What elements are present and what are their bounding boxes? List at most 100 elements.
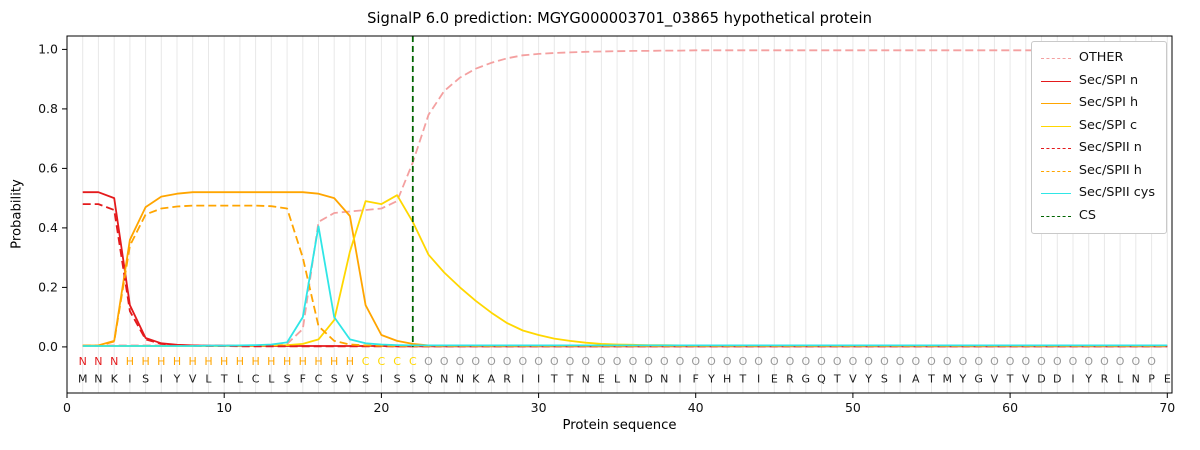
svg-text:0.8: 0.8 (38, 101, 58, 116)
svg-text:Y: Y (864, 373, 872, 386)
svg-text:O: O (786, 355, 795, 368)
svg-text:I: I (128, 373, 131, 386)
legend-label: OTHER (1078, 50, 1124, 66)
svg-text:O: O (880, 355, 889, 368)
svg-text:10: 10 (216, 400, 232, 415)
svg-text:R: R (786, 373, 794, 386)
svg-text:O: O (629, 355, 638, 368)
svg-text:50: 50 (845, 400, 861, 415)
svg-text:H: H (236, 355, 244, 368)
svg-text:N: N (94, 355, 102, 368)
svg-text:D: D (1037, 373, 1045, 386)
svg-text:F: F (300, 373, 306, 386)
svg-text:N: N (629, 373, 637, 386)
svg-text:N: N (94, 373, 102, 386)
legend-entry-other: OTHER (1040, 49, 1155, 69)
svg-text:O: O (739, 355, 748, 368)
legend-label: Sec/SPI n (1078, 72, 1139, 88)
svg-text:V: V (189, 373, 197, 386)
svg-text:V: V (991, 373, 999, 386)
svg-text:C: C (378, 355, 386, 368)
svg-text:H: H (220, 355, 228, 368)
svg-text:M: M (78, 373, 88, 386)
svg-text:0.6: 0.6 (38, 161, 58, 176)
svg-text:H: H (283, 355, 291, 368)
legend-entry-cs: CS (1040, 207, 1155, 227)
svg-text:0: 0 (63, 400, 71, 415)
svg-text:N: N (79, 355, 87, 368)
svg-text:O: O (1021, 355, 1030, 368)
svg-text:T: T (1006, 373, 1014, 386)
svg-text:60: 60 (1002, 400, 1018, 415)
svg-text:L: L (614, 373, 621, 386)
svg-text:0.0: 0.0 (38, 339, 58, 354)
svg-text:I: I (521, 373, 524, 386)
svg-text:V: V (849, 373, 857, 386)
svg-text:N: N (1132, 373, 1140, 386)
svg-text:S: S (409, 373, 416, 386)
legend-entry-sec-spi-c: Sec/SPI c (1040, 117, 1155, 137)
svg-text:S: S (394, 373, 401, 386)
legend-line-sec-spi-c (1040, 125, 1071, 127)
svg-text:O: O (911, 355, 920, 368)
svg-text:A: A (912, 373, 920, 386)
svg-text:T: T (220, 373, 228, 386)
svg-text:L: L (268, 373, 275, 386)
svg-text:O: O (833, 355, 842, 368)
svg-text:O: O (849, 355, 858, 368)
svg-text:O: O (503, 355, 512, 368)
svg-text:O: O (644, 355, 653, 368)
chart-title: SignalP 6.0 prediction: MGYG000003701_03… (367, 10, 872, 27)
svg-text:O: O (943, 355, 952, 368)
svg-text:H: H (189, 355, 197, 368)
legend-line-sec-spii-cys (1040, 193, 1071, 195)
svg-text:N: N (582, 373, 590, 386)
svg-text:O: O (660, 355, 669, 368)
svg-text:O: O (1037, 355, 1046, 368)
svg-text:K: K (111, 373, 119, 386)
svg-text:O: O (1069, 355, 1078, 368)
svg-text:S: S (362, 373, 369, 386)
legend-box: OTHER Sec/SPI n Sec/SPI h Sec/SPI c Sec/… (1030, 41, 1167, 234)
legend-entry-sec-spii-n: Sec/SPII n (1040, 139, 1155, 159)
svg-text:O: O (959, 355, 968, 368)
svg-text:H: H (314, 355, 322, 368)
svg-text:D: D (1053, 373, 1061, 386)
svg-text:A: A (488, 373, 496, 386)
svg-text:O: O (1116, 355, 1125, 368)
svg-text:O: O (1131, 355, 1140, 368)
svg-text:O: O (974, 355, 983, 368)
legend-label: CS (1078, 207, 1096, 223)
svg-text:O: O (487, 355, 496, 368)
svg-text:D: D (644, 373, 652, 386)
svg-text:1.0: 1.0 (38, 42, 58, 57)
svg-text:O: O (1100, 355, 1109, 368)
svg-text:S: S (331, 373, 338, 386)
svg-text:I: I (160, 373, 163, 386)
svg-text:O: O (754, 355, 763, 368)
svg-text:I: I (678, 373, 681, 386)
svg-text:0.2: 0.2 (38, 280, 58, 295)
svg-text:T: T (833, 373, 841, 386)
svg-text:I: I (537, 373, 540, 386)
legend-line-sec-spi-n (1040, 80, 1071, 82)
svg-text:I: I (1071, 373, 1074, 386)
svg-text:O: O (613, 355, 622, 368)
svg-text:O: O (597, 355, 606, 368)
svg-text:30: 30 (531, 400, 547, 415)
legend-line-other (1040, 58, 1071, 60)
svg-text:L: L (237, 373, 244, 386)
svg-text:O: O (801, 355, 810, 368)
svg-text:V: V (1022, 373, 1030, 386)
svg-text:H: H (299, 355, 307, 368)
svg-text:I: I (380, 373, 383, 386)
y-axis-label: Probability (9, 179, 25, 249)
svg-text:S: S (142, 373, 149, 386)
svg-text:H: H (173, 355, 181, 368)
legend-line-cs (1040, 215, 1071, 217)
svg-text:O: O (817, 355, 826, 368)
legend-label: Sec/SPII n (1078, 140, 1142, 156)
svg-text:N: N (110, 355, 118, 368)
svg-text:O: O (518, 355, 527, 368)
svg-text:0.4: 0.4 (38, 220, 58, 235)
